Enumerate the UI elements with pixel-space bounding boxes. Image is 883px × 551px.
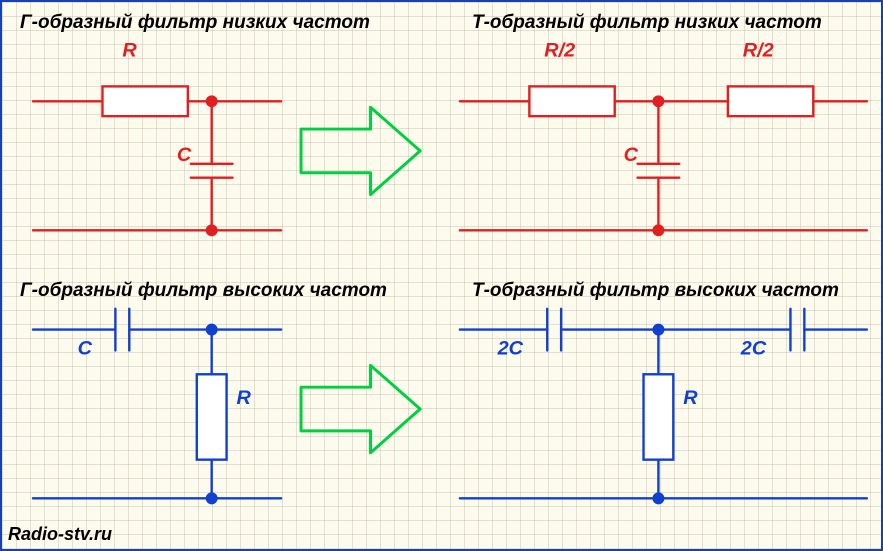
- svg-text:C: C: [78, 337, 93, 359]
- svg-text:R: R: [122, 40, 137, 62]
- svg-text:R/2: R/2: [544, 40, 575, 62]
- svg-text:R/2: R/2: [743, 40, 774, 62]
- svg-text:2С: 2С: [740, 337, 767, 359]
- svg-text:R: R: [683, 387, 698, 409]
- schematic-svg: R C R/2 R/2 C C R 2С 2С R: [2, 2, 881, 549]
- diagram-canvas: Г-образный фильтр низких частот Т-образн…: [0, 0, 883, 551]
- svg-text:C: C: [624, 144, 639, 166]
- svg-text:R: R: [236, 387, 251, 409]
- svg-text:C: C: [177, 144, 192, 166]
- svg-text:2С: 2С: [497, 337, 524, 359]
